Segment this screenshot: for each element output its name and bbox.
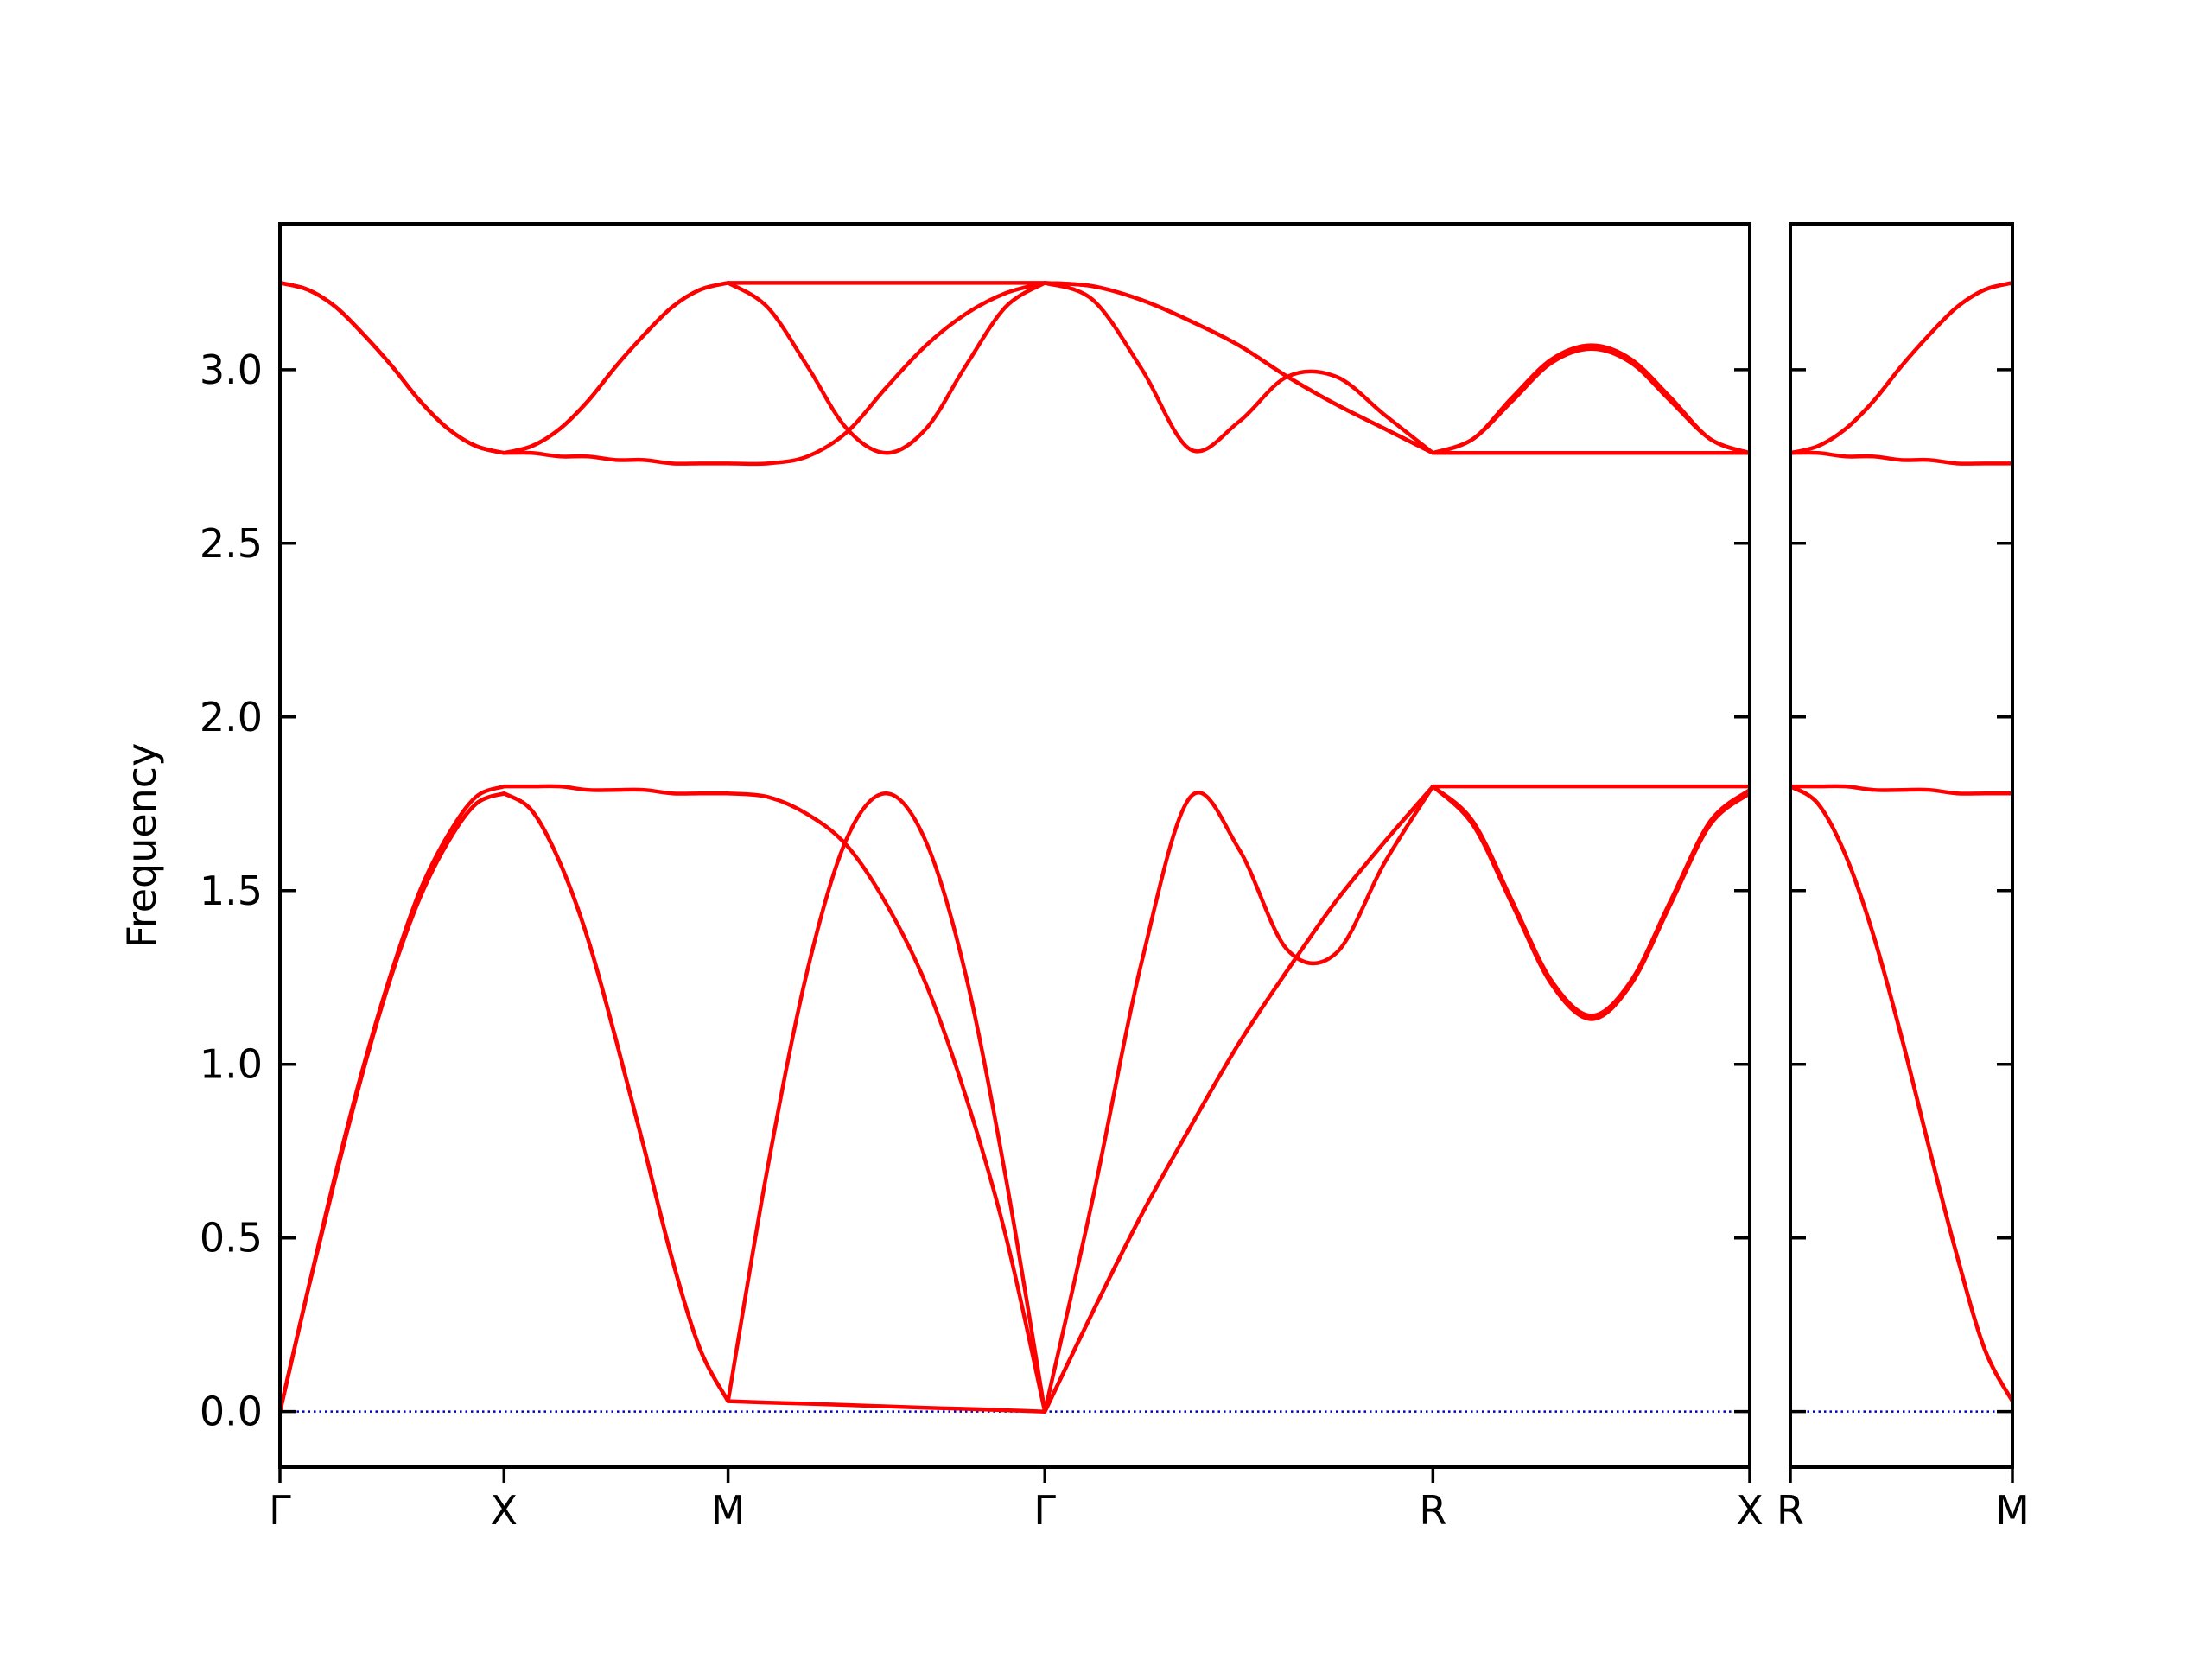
x-tick-label: M — [1995, 1487, 2030, 1534]
x-tick-label: R — [1419, 1487, 1446, 1534]
x-tick-label: R — [1777, 1487, 1804, 1534]
y-tick-label: 1.5 — [200, 868, 263, 914]
y-tick-label: 0.0 — [200, 1389, 263, 1435]
band-line — [280, 281, 1750, 467]
y-axis-label: Frequency — [118, 743, 165, 949]
x-tick-label: X — [1736, 1487, 1764, 1534]
y-tick-label: 2.5 — [200, 520, 263, 567]
x-tick-label: X — [491, 1487, 518, 1534]
x-tick-label: Γ — [269, 1487, 291, 1534]
plot-area — [280, 281, 1750, 1414]
band-line — [1790, 784, 2012, 796]
y-tick-label: 2.0 — [200, 694, 263, 741]
band-line — [1790, 784, 2012, 1403]
plot-area — [1790, 281, 2012, 1413]
band-line — [280, 784, 1750, 1414]
band-line — [280, 281, 1750, 455]
axes-frame — [278, 222, 1751, 1469]
band-line — [280, 281, 1750, 455]
x-tick-label: M — [711, 1487, 746, 1534]
band-line — [280, 784, 1750, 1414]
band-line — [280, 784, 1750, 1414]
band-line — [1790, 450, 2012, 466]
y-tick-label: 3.0 — [200, 346, 263, 393]
axes-frame — [1789, 222, 2014, 1469]
band-line — [1790, 281, 2012, 455]
band-line — [1790, 784, 2012, 1403]
y-tick-label: 1.0 — [200, 1041, 263, 1088]
x-tick-label: Γ — [1033, 1487, 1056, 1534]
y-tick-label: 0.5 — [200, 1215, 263, 1262]
